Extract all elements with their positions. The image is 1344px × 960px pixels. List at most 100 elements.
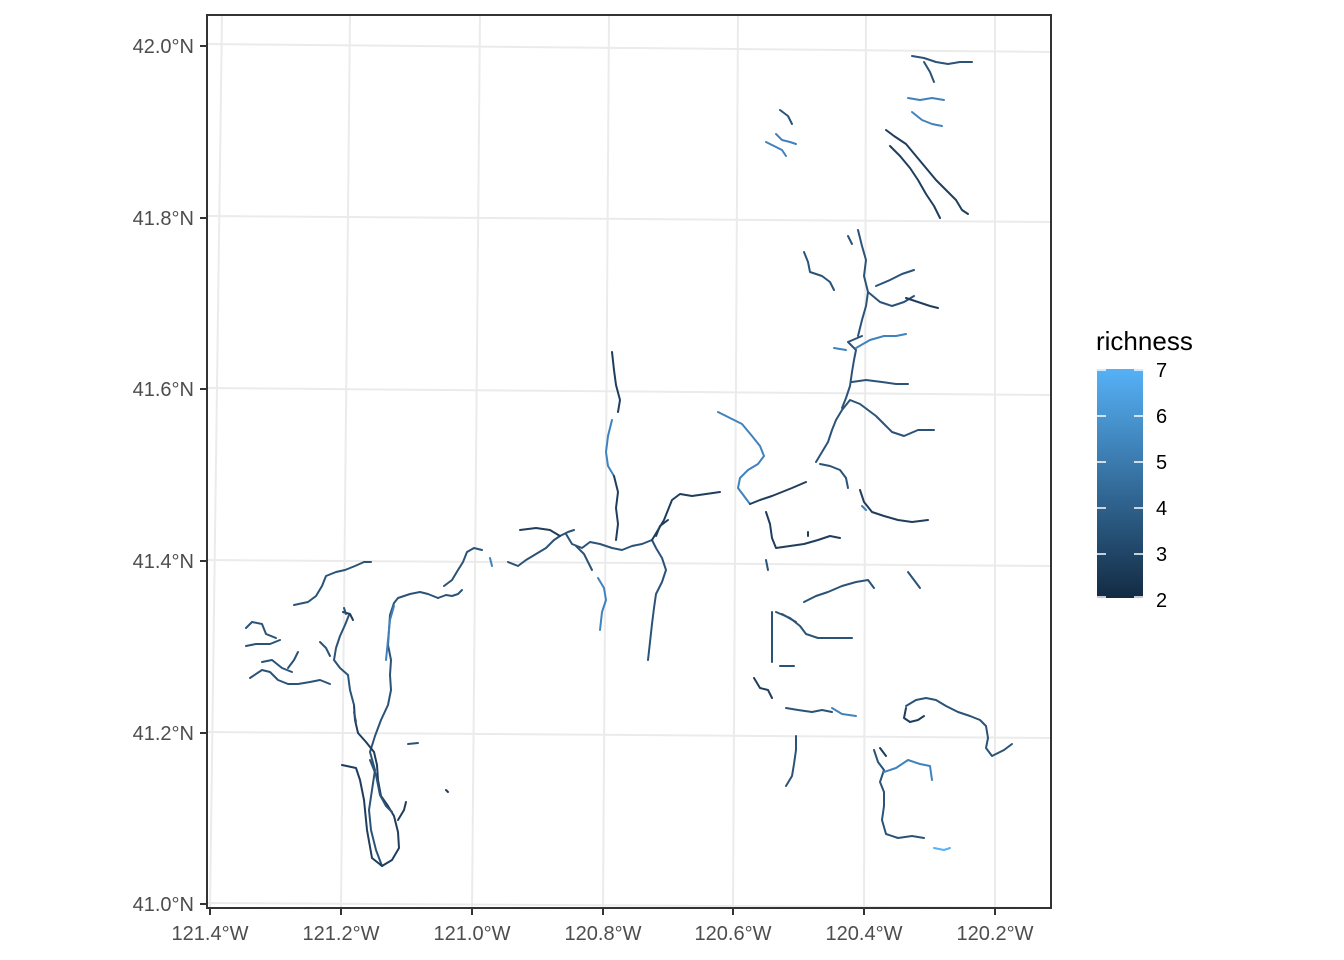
stream-segment: [911, 111, 943, 127]
stream-segment: [765, 141, 787, 157]
stream-segment: [319, 641, 331, 657]
stream-segment: [397, 801, 407, 821]
stream-segment: [343, 607, 347, 615]
stream-segment: [905, 297, 939, 309]
legend-colorbar: [1097, 369, 1143, 598]
stream-segment: [803, 579, 875, 603]
stream-segment: [368, 591, 439, 867]
stream-segment: [717, 411, 765, 505]
stream-segment: [785, 735, 797, 787]
stream-segment: [333, 614, 355, 706]
x-axis: [209, 908, 996, 915]
stream-segment: [489, 557, 493, 567]
stream-segment: [779, 109, 793, 125]
stream-segment: [923, 61, 935, 83]
stream-segment: [803, 251, 835, 291]
stream-segment: [867, 291, 915, 307]
stream-segment: [407, 742, 419, 745]
stream-segment: [519, 527, 561, 537]
stream-segment: [879, 747, 887, 757]
stream-segment: [831, 707, 857, 717]
stream-segment: [873, 749, 925, 839]
stream-segment: [287, 651, 299, 669]
y-tick-label: 41.4°N: [133, 551, 194, 573]
stream-segment: [841, 335, 863, 409]
stream-segment: [353, 711, 357, 723]
stream-segment: [903, 707, 925, 723]
gridline-lat-42-0: [206, 43, 1052, 53]
stream-segment: [765, 511, 841, 549]
legend-label: 3: [1156, 544, 1167, 566]
stream-segment: [647, 539, 667, 661]
stream-segment: [833, 347, 847, 351]
stream-segment: [861, 505, 867, 511]
y-tick-label: 41.2°N: [133, 723, 194, 745]
stream-segment: [933, 847, 951, 851]
x-tick-label: 121.4°W: [172, 923, 249, 945]
stream-segment: [249, 669, 331, 685]
stream-segment: [889, 145, 941, 219]
legend-label: 4: [1156, 498, 1167, 520]
legend-ticks: [1097, 369, 1143, 598]
stream-segment: [907, 571, 921, 589]
x-tick-label: 120.8°W: [565, 923, 642, 945]
legend-label: 2: [1156, 590, 1167, 612]
map-panel: [207, 15, 1051, 908]
stream-segment: [875, 269, 915, 287]
stream-segment: [857, 229, 869, 337]
x-tick-label: 120.4°W: [826, 923, 903, 945]
x-tick-label: 120.6°W: [695, 923, 772, 945]
stream-segment: [749, 481, 807, 505]
map-panel-border: [206, 14, 1052, 909]
stream-segment: [437, 589, 463, 599]
stream-segment: [851, 379, 909, 385]
stream-segment: [883, 759, 933, 781]
legend: richness 7 6 5 4 3 2: [1096, 326, 1193, 612]
stream-segment: [765, 559, 769, 571]
y-tick-label: 41.6°N: [133, 379, 194, 401]
stream-network: [245, 55, 1013, 867]
stream-segment: [753, 677, 773, 699]
stream-segment: [907, 97, 945, 101]
stream-segment: [443, 547, 483, 587]
gridline-lon-121-2: [340, 14, 351, 909]
stream-segment: [611, 351, 621, 413]
y-tick-label: 42.0°N: [133, 36, 194, 58]
y-tick-label: 41.0°N: [133, 894, 194, 916]
stream-segment: [819, 463, 849, 489]
gridline-lon-120-6: [732, 14, 739, 909]
gridline-lat-41-4: [206, 559, 1052, 567]
stream-segment: [775, 133, 797, 145]
stream-segment: [385, 605, 395, 661]
stream-segment: [911, 55, 973, 65]
stream-segment: [613, 475, 619, 541]
stream-segment: [815, 399, 935, 463]
legend-label: 6: [1156, 406, 1167, 428]
gridline-lat-41-6: [206, 387, 1052, 396]
graticule: [206, 14, 1052, 909]
gridline-lon-121-4: [209, 14, 223, 909]
legend-label: 7: [1156, 360, 1167, 382]
stream-segment: [341, 764, 383, 867]
y-tick-label: 41.8°N: [133, 208, 194, 230]
stream-segment: [859, 489, 929, 523]
legend-title: richness: [1096, 326, 1193, 356]
stream-segment: [847, 235, 853, 245]
stream-segment: [245, 639, 281, 647]
stream-segment: [785, 707, 833, 713]
stream-segment: [245, 621, 277, 639]
gridline-lon-121-0: [471, 14, 481, 909]
gridline-lon-120-4: [863, 14, 867, 909]
stream-segment: [655, 519, 669, 537]
gridline-lat-41-2: [206, 731, 1052, 739]
stream-segment: [293, 561, 372, 606]
stream-segment: [261, 659, 293, 673]
stream-segment: [575, 545, 593, 571]
stream-segment: [445, 789, 449, 793]
y-axis: [200, 45, 207, 905]
stream-segment: [885, 129, 969, 215]
stream-segment: [597, 577, 607, 631]
stream-segment: [905, 697, 1013, 757]
stream-segment: [369, 759, 393, 813]
